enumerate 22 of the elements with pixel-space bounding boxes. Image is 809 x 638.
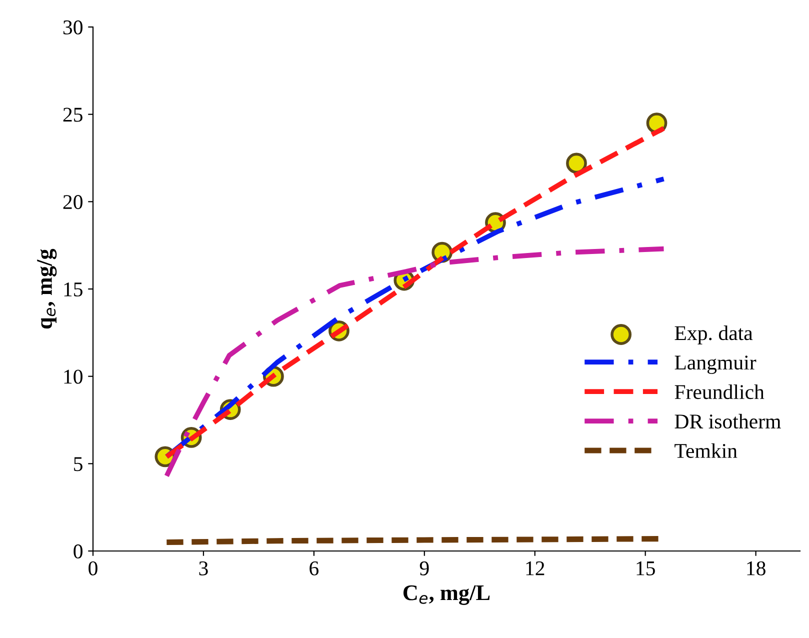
x-tick-label: 18 (747, 561, 766, 576)
x-tick-label: 15 (636, 561, 655, 576)
point (566, 152, 587, 174)
x-tick-label: 6 (310, 561, 319, 576)
x-tick-label: 12 (526, 561, 544, 576)
y-axis-title: q$_{e}$, mg/g (37, 248, 57, 329)
y-tick-label: 10 (64, 370, 82, 384)
x-tick-label: 3 (199, 561, 208, 576)
legend-label: DR isotherm (674, 414, 781, 429)
x-axis-title: C$_{e}$, mg/L (403, 585, 490, 605)
y-tick-label: 20 (63, 195, 82, 210)
y-tick-label: 25 (63, 108, 82, 122)
legend-label: Exp. data (674, 326, 753, 344)
legend-label: Temkin (674, 443, 738, 458)
legend-label: Langmuir (674, 356, 756, 374)
y-tick-label: 5 (74, 457, 82, 472)
legend-label: Freundlich (674, 384, 764, 400)
x-tick-label: 9 (420, 561, 429, 576)
y-tick-label: 15 (64, 282, 82, 296)
y-tick-label: 0 (74, 544, 82, 558)
y-tick-label: 30 (63, 20, 82, 34)
x-tick-label: 0 (88, 561, 98, 576)
